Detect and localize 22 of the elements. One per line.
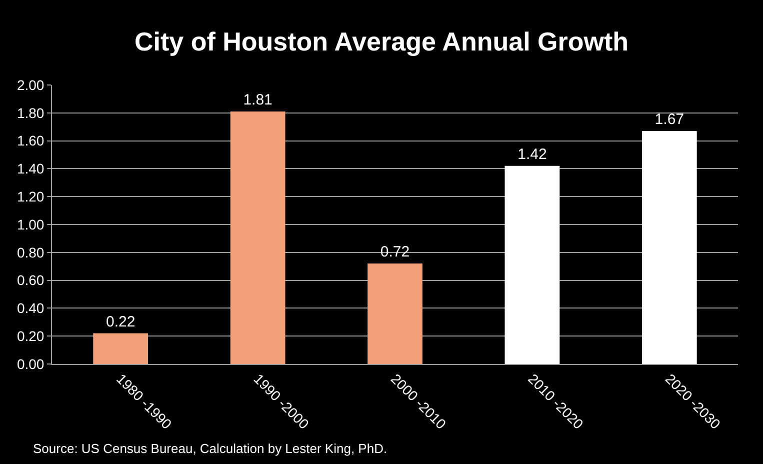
- text: 1.60: [16, 132, 44, 149]
- text: 0.20: [16, 328, 44, 344]
- bar: [93, 333, 148, 364]
- data-label: 1.81: [243, 92, 272, 108]
- data-label: 0.22: [106, 313, 136, 330]
- data-label: 1.67: [654, 111, 684, 128]
- chart-title: City of Houston Average Annual Growth: [134, 26, 629, 57]
- text: 1.40: [16, 160, 44, 177]
- text: 0.60: [16, 272, 44, 288]
- text: 0.80: [16, 244, 44, 260]
- text: 1.80: [16, 104, 44, 121]
- text: 1.20: [16, 188, 44, 204]
- text: 2.00: [16, 76, 44, 93]
- text: 0.40: [16, 300, 44, 316]
- data-label: 1.42: [518, 146, 547, 163]
- text: 0.00: [16, 356, 44, 372]
- source-note: Source: US Census Bureau, Calculation by Lester King, PhD.: [33, 441, 388, 456]
- bar: [504, 166, 560, 364]
- bar: [368, 264, 422, 364]
- text: 1.00: [16, 216, 44, 232]
- bar: [642, 131, 697, 364]
- bar: [230, 112, 286, 364]
